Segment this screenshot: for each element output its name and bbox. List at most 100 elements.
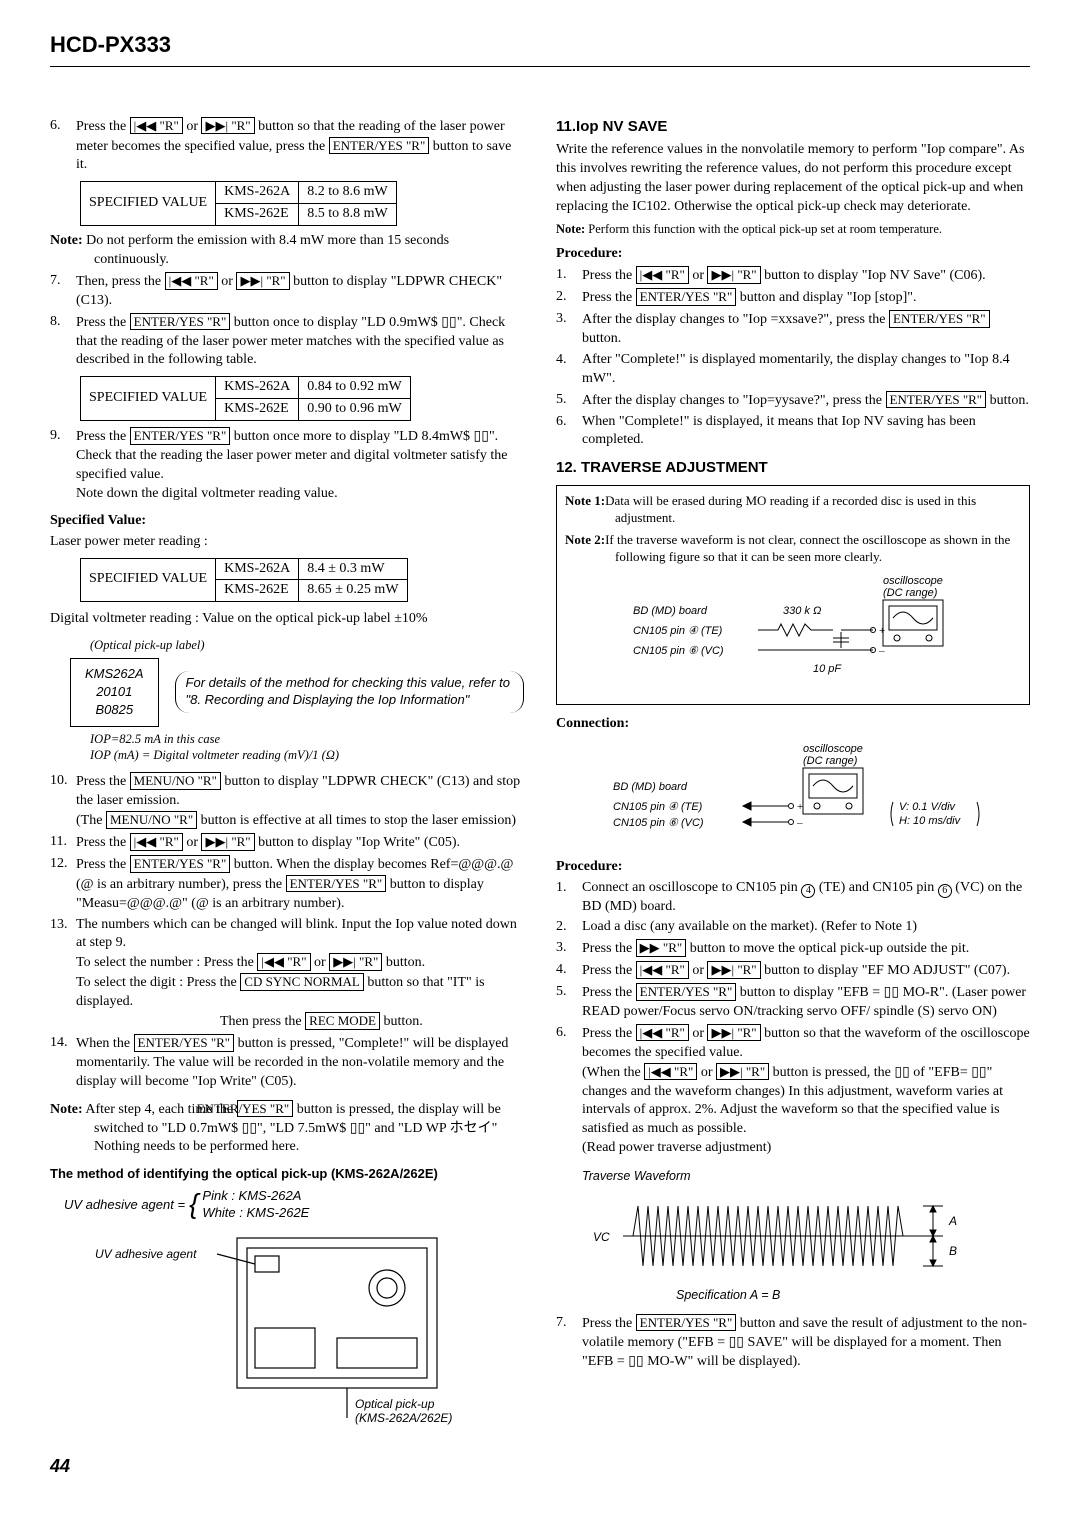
prev-r-button: |◀◀ "R" [257,953,310,971]
pickup-label-box: KMS262A 20101 B0825 [70,658,159,727]
svg-text:oscilloscope: oscilloscope [803,743,863,755]
specified-value-heading: Specified Value: [50,512,524,531]
svg-text:(KMS-262A/262E): (KMS-262A/262E) [355,1411,452,1425]
proc2-step5: 5.Press the ENTER/YES "R" button to disp… [556,983,1030,1022]
left-column: 6. Press the |◀◀ "R" or ▶▶| "R" button s… [50,117,524,1434]
proc2-step3: 3.Press the ▶▶ "R" button to move the op… [556,939,1030,959]
svg-text:Optical pick-up: Optical pick-up [355,1397,435,1411]
spec-table-3: SPECIFIED VALUEKMS-262A8.4 ± 0.3 mW KMS-… [80,558,408,603]
next-r-button: ▶▶| "R" [707,961,760,979]
enter-yes-r-button: ENTER/YES "R" [134,1034,235,1052]
enter-yes-r-button: ENTER/YES "R" [130,855,231,873]
page-number: 44 [50,1454,1030,1478]
connection-heading: Connection: [556,715,1030,734]
traverse-spec: Specification A = B [676,1287,1030,1304]
proc2-step4: 4.Press the |◀◀ "R" or ▶▶| "R" button to… [556,961,1030,981]
svg-text:oscilloscope: oscilloscope [883,575,943,587]
svg-text:VC: VC [593,1230,610,1244]
enter-yes-r-button: ENTER/YES "R" [329,137,430,155]
prev-r-button: |◀◀ "R" [130,833,183,851]
rec-mode-button: REC MODE [305,1012,380,1030]
dv-reading-label: Digital voltmeter reading : Value on the… [50,610,524,629]
enter-yes-r-button: ENTER/YES "R" [130,313,231,331]
note-emission: Note: Do not perform the emission with 8… [50,232,524,270]
svg-text:CN105 pin ④ (TE): CN105 pin ④ (TE) [613,801,703,813]
right-column: 11.Iop NV SAVE Write the reference value… [556,117,1030,1434]
next-r-button: ▶▶| "R" [707,266,760,284]
page-title: HCD-PX333 [50,30,1030,60]
next-r-button: ▶▶| "R" [716,1063,769,1081]
proc2-step6: 6.Press the |◀◀ "R" or ▶▶| "R" button so… [556,1024,1030,1158]
prev-r-button: |◀◀ "R" [636,1024,689,1042]
svg-text:10 pF: 10 pF [813,663,842,675]
svg-text:+: + [879,625,885,637]
next-r-button: ▶▶| "R" [707,1024,760,1042]
proc1-step5: 5.After the display changes to "Iop=yysa… [556,391,1030,411]
oscilloscope-diagram-1: oscilloscope (DC range) BD (MD) board CN… [583,572,1003,692]
svg-text:CN105 pin ⑥ (VC): CN105 pin ⑥ (VC) [613,817,704,829]
enter-yes-r-button: ENTER/YES "R" [889,310,990,328]
svg-text:BD (MD) board: BD (MD) board [633,605,708,617]
svg-text:330 k Ω: 330 k Ω [783,605,821,617]
prev-r-button: |◀◀ "R" [636,266,689,284]
laser-reading-label: Laser power meter reading : [50,533,524,552]
procedure-heading-2: Procedure: [556,858,1030,877]
proc1-step4: 4.After "Complete!" is displayed momenta… [556,351,1030,389]
step-12: 12.Press the ENTER/YES "R" button. When … [50,855,524,914]
proc1-step3: 3.After the display changes to "Iop =xxs… [556,310,1030,349]
note-after-step4: Note: After step 4, each time the ENTER/… [50,1100,524,1158]
svg-text:BD (MD) board: BD (MD) board [613,781,688,793]
prev-r-button: |◀◀ "R" [165,272,218,290]
section-11-body: Write the reference values in the nonvol… [556,141,1030,217]
step-7: 7.Then, press the |◀◀ "R" or ▶▶| "R" but… [50,272,524,311]
cd-sync-button: CD SYNC NORMAL [240,973,364,991]
svg-text:V: 0.1 V/div: V: 0.1 V/div [899,801,957,813]
svg-text:CN105 pin ④ (TE): CN105 pin ④ (TE) [633,625,723,637]
step-6: 6. Press the |◀◀ "R" or ▶▶| "R" button s… [50,117,524,176]
menu-no-r-button: MENU/NO "R" [106,811,197,829]
svg-text:CN105 pin ⑥ (VC): CN105 pin ⑥ (VC) [633,645,724,657]
optical-pickup-diagram: UV adhesive agent Optical pick-up (KMS-2… [87,1228,487,1428]
proc1-step6: 6.When "Complete!" is displayed, it mean… [556,413,1030,451]
proc1-step2: 2.Press the ENTER/YES "R" button and dis… [556,288,1030,308]
step-8: 8.Press the ENTER/YES "R" button once to… [50,313,524,371]
traverse-waveform-heading: Traverse Waveform [582,1168,1030,1185]
enter-yes-r-button: ENTER/YES "R" [636,1314,737,1332]
next-r-button: ▶▶| "R" [201,117,254,135]
enter-yes-r-button: ENTER/YES "R" [237,1100,294,1118]
svg-text:–: – [878,645,885,657]
svg-text:H: 10 ms/div: H: 10 ms/div [899,815,962,827]
proc2-step2: 2.Load a disc (any available on the mark… [556,918,1030,937]
step-11: 11.Press the |◀◀ "R" or ▶▶| "R" button t… [50,833,524,853]
svg-text:A: A [948,1214,957,1228]
enter-yes-r-button: ENTER/YES "R" [636,288,737,306]
svg-text:(DC range): (DC range) [883,587,938,599]
step-13: 13.The numbers which can be changed will… [50,916,524,1032]
svg-text:–: – [796,817,803,829]
svg-text:(DC range): (DC range) [803,755,858,767]
proc2-step7: 7.Press the ENTER/YES "R" button and sav… [556,1314,1030,1372]
iop-case-note: IOP=82.5 mA in this case [90,731,524,748]
pickup-label-side-note: For details of the method for checking t… [175,671,524,713]
uv-formula: UV adhesive agent = { Pink : KMS-262AWhi… [64,1187,524,1222]
ff-r-button: ▶▶ "R" [636,939,687,957]
menu-no-r-button: MENU/NO "R" [130,772,221,790]
prev-r-button: |◀◀ "R" [130,117,183,135]
svg-text:+: + [797,801,803,813]
pickup-label-heading: (Optical pick-up label) [90,637,524,654]
enter-yes-r-button: ENTER/YES "R" [636,983,737,1001]
proc1-step1: 1.Press the |◀◀ "R" or ▶▶| "R" button to… [556,266,1030,286]
next-r-button: ▶▶| "R" [329,953,382,971]
svg-text:UV adhesive agent: UV adhesive agent [95,1247,197,1261]
prev-r-button: |◀◀ "R" [636,961,689,979]
oscilloscope-diagram-2: oscilloscope (DC range) BD (MD) board CN… [573,740,1013,850]
enter-yes-r-button: ENTER/YES "R" [130,427,231,445]
spec-table-1: SPECIFIED VALUEKMS-262A8.2 to 8.6 mW KMS… [80,181,397,226]
identify-heading: The method of identifying the optical pi… [50,1165,524,1183]
section-11-note: Note: Perform this function with the opt… [556,221,1030,238]
traverse-waveform-diagram: VC A B [583,1191,1003,1281]
prev-r-button: |◀◀ "R" [644,1063,697,1081]
spec-table-2: SPECIFIED VALUEKMS-262A0.84 to 0.92 mW K… [80,376,411,421]
step-14: 14.When the ENTER/YES "R" button is pres… [50,1034,524,1092]
header-rule [50,66,1030,67]
